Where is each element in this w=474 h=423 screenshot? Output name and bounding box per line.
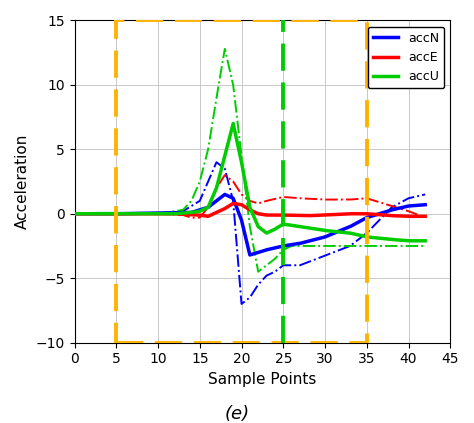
accU — [181, 211, 187, 216]
accE — [354, 211, 360, 216]
accN — [181, 210, 187, 215]
accU — [284, 222, 290, 227]
accU — [422, 238, 428, 243]
accE — [205, 214, 211, 219]
accE — [230, 201, 236, 206]
Line: accE: accE — [74, 203, 425, 216]
accU — [230, 121, 236, 126]
accU — [353, 232, 359, 237]
accN — [284, 243, 290, 248]
accN — [422, 202, 428, 207]
accN — [337, 228, 342, 233]
accE — [181, 212, 187, 217]
Y-axis label: Acceleration: Acceleration — [15, 134, 30, 229]
accU — [336, 229, 341, 234]
Legend: accN, accE, accU: accN, accE, accU — [368, 27, 444, 88]
accE — [337, 212, 342, 217]
accN — [354, 220, 360, 225]
X-axis label: Sample Points: Sample Points — [208, 372, 317, 387]
accE — [422, 214, 428, 219]
accE — [284, 213, 290, 218]
accE — [72, 211, 77, 216]
accN — [335, 229, 340, 234]
accE — [335, 212, 340, 217]
Line: accU: accU — [74, 124, 425, 241]
Line: accN: accN — [74, 195, 425, 255]
accN — [222, 192, 228, 197]
accU — [357, 233, 363, 238]
accN — [72, 211, 77, 216]
accU — [406, 238, 411, 243]
accN — [247, 253, 253, 258]
accE — [358, 211, 364, 216]
accU — [334, 229, 339, 234]
Text: (e): (e) — [224, 405, 250, 423]
accU — [72, 211, 77, 216]
accN — [358, 218, 364, 223]
